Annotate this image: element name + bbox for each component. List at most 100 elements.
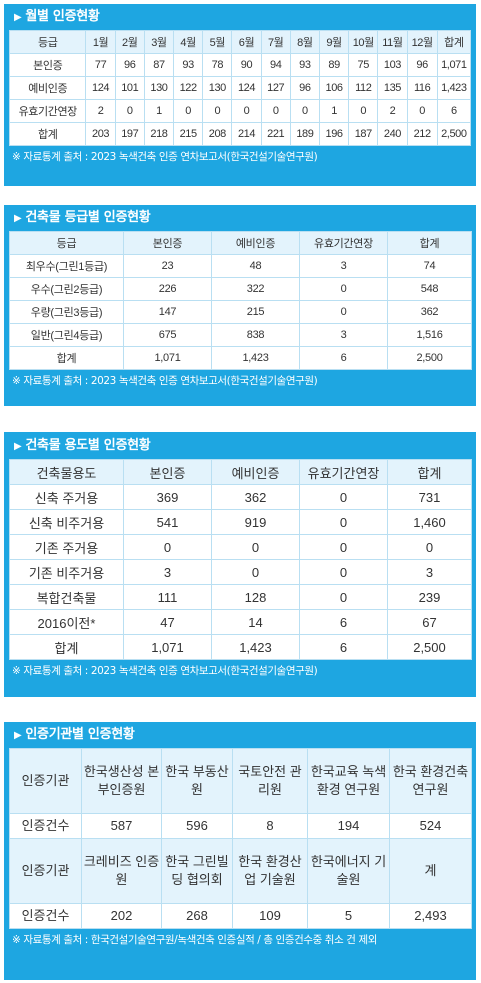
table-cell: 89 (318, 53, 350, 77)
table-cell: 2,500 (387, 346, 472, 370)
table-row: 신축 주거용 369 362 0 731 (9, 484, 472, 510)
header-cell: 4월 (173, 30, 204, 54)
table-cell: 101 (114, 76, 145, 100)
table-cell: 675 (123, 323, 212, 347)
table-cell: 1,516 (387, 323, 472, 347)
table-cell: 1,423 (211, 634, 300, 660)
table-cell: 106 (318, 76, 350, 100)
table-cell: 93 (173, 53, 204, 77)
table-cell: 109 (232, 903, 308, 929)
header-cell: 8월 (289, 30, 320, 54)
header-cell: 12월 (406, 30, 438, 54)
agency-name: 크레비즈 인증원 (81, 838, 162, 904)
table-cell: 75 (348, 53, 379, 77)
row-label: 복합건축물 (9, 584, 124, 610)
table-cell: 2,500 (387, 634, 472, 660)
source-note: ※ 자료통계 출처 : 2023 녹색건축 인증 연차보고서(한국건설기술연구원… (12, 665, 318, 677)
table-row: 우수(그린2등급) 226 322 0 548 (9, 277, 472, 301)
agency-panel: ▶ 인증기관별 인증현황 인증기관 한국생산성 본부인증원 한국 부동산원 국토안… (4, 722, 476, 980)
table-cell: 47 (123, 609, 212, 635)
grade-panel: ▶ 건축물 등급별 인증현황 등급 본인증 예비인증 유효기간연장 합계 최우수(… (4, 205, 476, 406)
table-row: 기존 비주거용 3 0 0 3 (9, 559, 472, 585)
count-label: 인증건수 (9, 903, 82, 929)
table-cell: 0 (202, 99, 233, 123)
table-cell: 111 (123, 584, 212, 610)
table-cell: 48 (211, 254, 300, 278)
table-cell: 103 (377, 53, 408, 77)
table-cell: 0 (289, 99, 320, 123)
table-cell: 218 (143, 122, 175, 146)
table-cell: 3 (299, 254, 388, 278)
table-row: 합계 1,071 1,423 6 2,500 (9, 346, 472, 370)
header-cell: 합계 (387, 459, 472, 485)
table-cell: 1,423 (436, 76, 472, 100)
source-note: ※ 자료통계 출처 : 2023 녹색건축 인증 연차보고서(한국건설기술연구원… (12, 151, 318, 163)
table-cell: 0 (231, 99, 262, 123)
table-cell: 221 (260, 122, 291, 146)
agency-name: 한국 그린빌딩 협의회 (161, 838, 233, 904)
table-row: 2016이전* 47 14 6 67 (9, 609, 472, 635)
row-label: 예비인증 (8, 76, 87, 100)
header-cell: 9월 (318, 30, 350, 54)
table-row: 본인증 77 96 87 93 78 90 94 93 89 75 103 96… (8, 53, 472, 77)
table-cell: 0 (406, 99, 438, 123)
table-cell: 369 (123, 484, 212, 510)
agency-name: 한국에너지 기술원 (307, 838, 390, 904)
table-row: 합계 1,071 1,423 6 2,500 (9, 634, 472, 660)
table-cell: 362 (211, 484, 300, 510)
monthly-table: 등급 1월 2월 3월 4월 5월 6월 7월 8월 9월 10월 11월 12… (8, 30, 472, 146)
table-cell: 197 (114, 122, 145, 146)
row-label: 기존 주거용 (9, 534, 124, 560)
agency-title: ▶ 인증기관별 인증현황 (14, 727, 135, 742)
table-cell: 362 (387, 300, 472, 324)
header-cell: 5월 (202, 30, 233, 54)
table-cell: 2,493 (389, 903, 472, 929)
table-cell: 524 (389, 813, 472, 839)
table-cell: 3 (123, 559, 212, 585)
table-cell: 208 (202, 122, 233, 146)
table-cell: 838 (211, 323, 300, 347)
table-cell: 0 (299, 584, 388, 610)
table-cell: 919 (211, 509, 300, 535)
table-cell: 23 (123, 254, 212, 278)
monthly-panel: ▶ 월별 인증현황 등급 1월 2월 3월 4월 5월 6월 7월 8월 9월 1… (4, 4, 476, 186)
source-note: ※ 자료통계 출처 : 2023 녹색건축 인증 연차보고서(한국건설기술연구원… (12, 375, 318, 387)
row-label: 신축 비주거용 (9, 509, 124, 535)
table-cell: 239 (387, 584, 472, 610)
table-header-row: 등급 본인증 예비인증 유효기간연장 합계 (9, 231, 472, 255)
table-cell: 0 (299, 559, 388, 585)
usage-title: ▶ 건축물 용도별 인증현황 (14, 438, 151, 453)
header-cell: 합계 (387, 231, 472, 255)
table-cell: 130 (202, 76, 233, 100)
row-label: 합계 (8, 122, 87, 146)
table-cell: 194 (307, 813, 390, 839)
header-cell: 7월 (260, 30, 291, 54)
table-cell: 0 (260, 99, 291, 123)
table-cell: 2,500 (436, 122, 472, 146)
table-cell: 187 (348, 122, 379, 146)
table-cell: 14 (211, 609, 300, 635)
header-cell: 1월 (85, 30, 116, 54)
row-label: 2016이전* (9, 609, 124, 635)
table-row: 유효기간연장 2 0 1 0 0 0 0 0 1 0 2 0 6 (8, 99, 472, 123)
grade-title: ▶ 건축물 등급별 인증현황 (14, 210, 151, 225)
table-cell: 596 (161, 813, 233, 839)
row-label: 합계 (9, 634, 124, 660)
table-row: 기존 주거용 0 0 0 0 (9, 534, 472, 560)
table-cell: 240 (377, 122, 408, 146)
table-cell: 212 (406, 122, 438, 146)
row-label: 우수(그린2등급) (9, 277, 124, 301)
header-cell: 본인증 (123, 459, 212, 485)
grade-table: 등급 본인증 예비인증 유효기간연장 합계 최우수(그린1등급) 23 48 3… (9, 231, 472, 370)
table-cell: 1,071 (123, 346, 212, 370)
table-cell: 2 (377, 99, 408, 123)
header-cell: 10월 (348, 30, 379, 54)
header-cell: 11월 (377, 30, 408, 54)
agency-name: 한국교육 녹색환경 연구원 (307, 748, 390, 814)
header-cell: 등급 (9, 231, 124, 255)
agency-name: 계 (389, 838, 472, 904)
table-cell: 0 (211, 559, 300, 585)
triangle-icon: ▶ (14, 441, 22, 452)
table-cell: 94 (260, 53, 291, 77)
table-cell: 1 (318, 99, 350, 123)
